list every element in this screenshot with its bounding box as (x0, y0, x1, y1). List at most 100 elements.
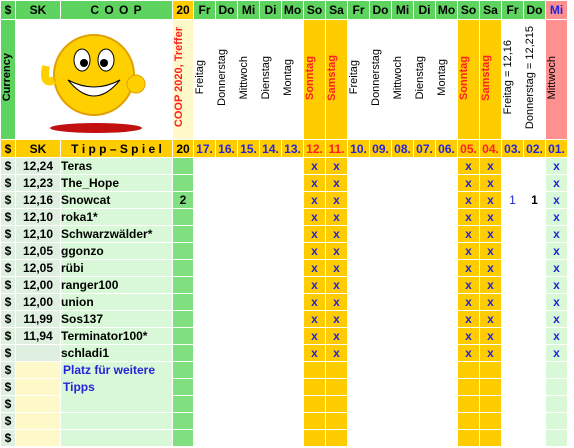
day-header: Fr (501, 0, 524, 20)
tipp-cell (215, 327, 238, 345)
tipp-cell (479, 361, 502, 379)
tipp-cell (347, 412, 370, 430)
tipp-cell: x (303, 276, 326, 294)
weekday-name-text: Montag (282, 59, 295, 96)
tipp-count: 20 (172, 139, 194, 158)
tipp-cell (281, 310, 304, 328)
tipp-cell (237, 174, 260, 192)
tipp-cell (193, 157, 216, 175)
tipp-cell: x (479, 310, 502, 328)
row-hits: 2 (172, 191, 194, 209)
tipp-cell: x (457, 208, 480, 226)
tipp-cell: 1 (523, 191, 546, 209)
table-row: $12,00 union x x x x x (0, 293, 568, 311)
tipp-cell (369, 157, 392, 175)
row-sk: 11,99 (15, 310, 61, 328)
tipp-cell (369, 310, 392, 328)
tipp-cell: x (545, 344, 568, 362)
tipp-cell (413, 157, 436, 175)
weekday-name-text: Donnerstag (216, 49, 229, 106)
tipp-cell (435, 310, 458, 328)
tipp-cell (413, 174, 436, 192)
tipp-cell (545, 429, 568, 447)
row-name: schladi1 (60, 344, 173, 362)
x-mark: x (311, 244, 318, 258)
row-name (60, 429, 173, 447)
tipp-header-row: $ SK T i p p – S p i e l 20 17. 16. 15. 14. 13. 1… (0, 139, 568, 158)
day-header: Fr (347, 0, 370, 20)
tipp-cell (501, 259, 524, 277)
tipp-cell (435, 344, 458, 362)
tipp-cell (545, 361, 568, 379)
tipp-cell (435, 208, 458, 226)
weekday-name-text: Sonntag (458, 55, 471, 100)
sk-tipp: SK (15, 139, 61, 158)
row-name: Platz für weitere Tipps (60, 361, 173, 413)
row-sk (15, 378, 61, 396)
tipp-cell (523, 310, 546, 328)
x-mark: x (487, 312, 494, 326)
tipp-cell (281, 327, 304, 345)
tipp-cell (435, 412, 458, 430)
tipp-cell (391, 157, 414, 175)
tipp-cell (303, 378, 326, 396)
tipp-cell: 1 (501, 191, 524, 209)
day-header: Mi (545, 0, 568, 20)
tipp-cell (523, 378, 546, 396)
tipp-cell: x (325, 310, 348, 328)
tipp-cell (215, 157, 238, 175)
tipp-cell (413, 361, 436, 379)
date-header: 10. (347, 139, 370, 158)
x-mark: x (553, 295, 560, 309)
tipp-cell (457, 378, 480, 396)
tipp-cell: x (325, 276, 348, 294)
row-hits (172, 378, 194, 396)
x-mark: x (333, 227, 340, 241)
row-hits (172, 174, 194, 192)
tipp-cell (435, 259, 458, 277)
tipp-cell (413, 208, 436, 226)
weekday-name-text: Mittwoch (392, 55, 405, 100)
tipp-cell: x (457, 276, 480, 294)
row-currency: $ (0, 157, 16, 175)
note-text: Platz für weitere Tipps (63, 363, 156, 394)
weekday-name-text: Mittwoch (238, 55, 251, 100)
date-header: 17. (193, 139, 216, 158)
x-mark: x (487, 210, 494, 224)
date-header: 15. (237, 139, 260, 158)
row-currency: $ (0, 191, 16, 209)
tipp-cell (193, 259, 216, 277)
date-header: 06. (435, 139, 458, 158)
tipp-cell (435, 174, 458, 192)
x-mark: x (553, 193, 560, 207)
tipp-cell (347, 361, 370, 379)
x-mark: x (465, 346, 472, 360)
tipp-cell: x (545, 293, 568, 311)
x-mark: x (311, 159, 318, 173)
tipp-cell (259, 191, 282, 209)
tipp-cell (237, 242, 260, 260)
x-mark: x (465, 176, 472, 190)
tipp-cell (347, 191, 370, 209)
tipp-cell (347, 395, 370, 413)
x-mark: x (553, 244, 560, 258)
weekday-name: Mittwoch (237, 19, 260, 140)
x-mark: x (465, 159, 472, 173)
row-currency: $ (0, 208, 16, 226)
tipp-cell (523, 174, 546, 192)
tipp-cell (259, 395, 282, 413)
weekday-name-text: Donnerstag (370, 49, 383, 106)
tipp-cell (215, 395, 238, 413)
x-mark: x (465, 261, 472, 275)
x-mark: x (553, 278, 560, 292)
day-header: Di (259, 0, 282, 20)
row-name: ggonzo (60, 242, 173, 260)
tipp-cell: x (479, 259, 502, 277)
tipp-cell (523, 395, 546, 413)
tipp-cell (281, 157, 304, 175)
count-header: 20 (172, 0, 194, 20)
weekday-name-text: Dienstag (414, 55, 427, 100)
row-name: Snowcat (60, 191, 173, 209)
tipp-cell: x (457, 225, 480, 243)
tipp-cell (347, 225, 370, 243)
